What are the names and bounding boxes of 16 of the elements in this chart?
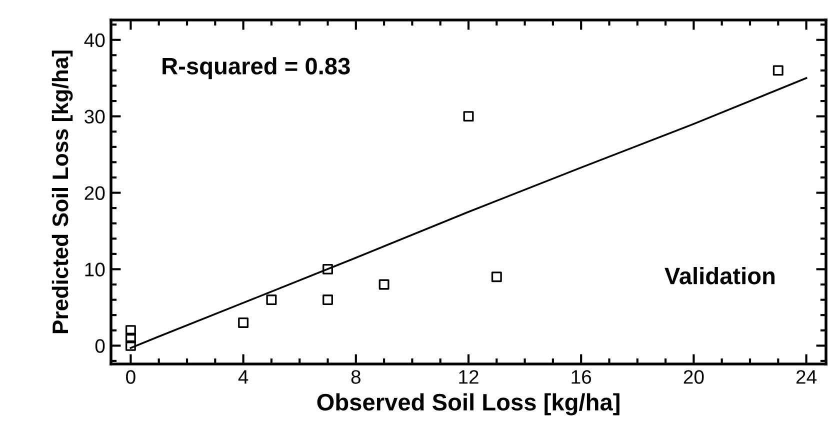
annotation: Validation <box>664 266 774 284</box>
x-axis-title: Observed Soil Loss [kg/ha] <box>317 393 620 416</box>
y-tick-label: 30 <box>84 110 105 124</box>
x-tick-label: 8 <box>351 370 360 384</box>
y-axis-title: Predicted Soil Loss [kg/ha] <box>52 50 73 334</box>
y-tick-label: 0 <box>95 339 105 353</box>
x-tick-label: 20 <box>684 370 704 384</box>
x-tick-label: 12 <box>459 370 478 384</box>
x-tick-label: 4 <box>238 370 248 384</box>
x-tick-label: 24 <box>796 370 817 384</box>
x-tick-label: 16 <box>572 370 592 384</box>
y-tick-label: 10 <box>85 262 105 276</box>
x-tick-label: 0 <box>126 370 136 384</box>
annotation: R-squared = 0.83 <box>162 57 350 80</box>
y-tick-label: 20 <box>84 186 105 200</box>
y-tick-label: 40 <box>84 33 105 48</box>
